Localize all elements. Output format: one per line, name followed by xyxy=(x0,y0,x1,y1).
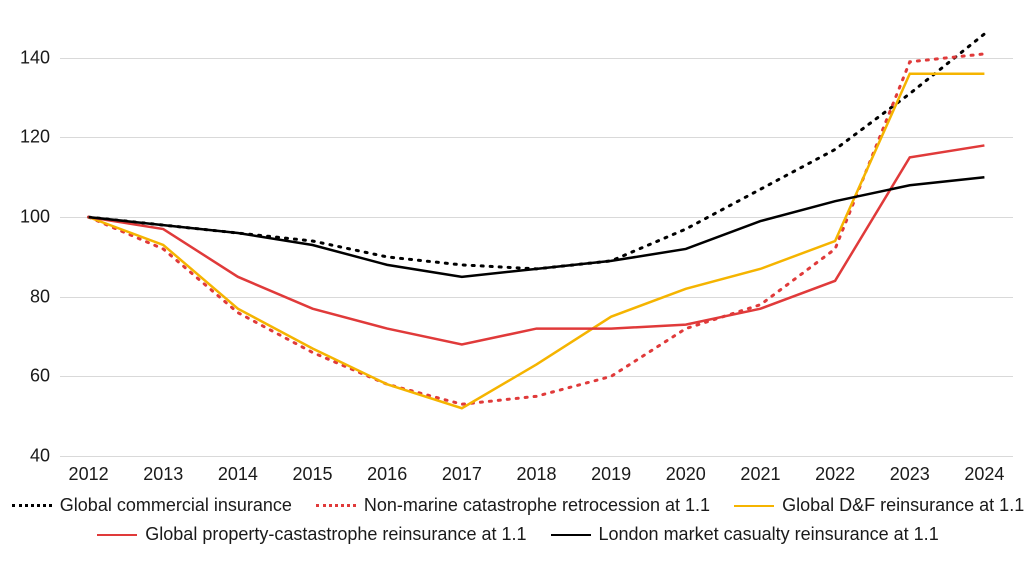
y-tick-label: 60 xyxy=(30,366,60,387)
legend-label: Global property-castastrophe reinsurance… xyxy=(145,524,526,545)
series-layer xyxy=(60,26,1013,456)
x-tick-label: 2012 xyxy=(69,456,109,485)
legend-item-global_prop_cat_reins: Global property-castastrophe reinsurance… xyxy=(97,524,526,545)
line-chart: 40 60 80 100 120 140 2012 2013 2014 2015 2016 2017 2… xyxy=(0,0,1036,572)
x-tick-label: 2023 xyxy=(890,456,930,485)
y-tick-label: 40 xyxy=(30,446,60,467)
legend-swatch xyxy=(734,505,774,507)
series-global_commercial xyxy=(89,34,985,269)
legend-label: Global D&F reinsurance at 1.1 xyxy=(782,495,1024,516)
x-tick-label: 2020 xyxy=(666,456,706,485)
legend-swatch xyxy=(316,504,356,507)
x-tick-label: 2014 xyxy=(218,456,258,485)
x-tick-label: 2017 xyxy=(442,456,482,485)
x-tick-label: 2021 xyxy=(740,456,780,485)
x-tick-label: 2016 xyxy=(367,456,407,485)
series-global_df_reins xyxy=(89,74,985,408)
legend-swatch xyxy=(97,534,137,536)
legend-swatch xyxy=(551,534,591,536)
legend-label: Non-marine catastrophe retrocession at 1… xyxy=(364,495,710,516)
plot-area: 4060801001201402012201320142015201620172… xyxy=(60,26,1013,456)
x-tick-label: 2018 xyxy=(516,456,556,485)
legend-item-london_casualty_reins: London market casualty reinsurance at 1.… xyxy=(551,524,939,545)
series-london_casualty_reins xyxy=(89,177,985,277)
y-tick-label: 140 xyxy=(20,47,60,68)
x-tick-label: 2022 xyxy=(815,456,855,485)
y-tick-label: 100 xyxy=(20,207,60,228)
legend-swatch xyxy=(12,504,52,507)
legend-item-global_df_reins: Global D&F reinsurance at 1.1 xyxy=(734,495,1024,516)
x-tick-label: 2013 xyxy=(143,456,183,485)
legend-label: London market casualty reinsurance at 1.… xyxy=(599,524,939,545)
legend-item-global_commercial: Global commercial insurance xyxy=(12,495,292,516)
y-tick-label: 120 xyxy=(20,127,60,148)
x-tick-label: 2015 xyxy=(293,456,333,485)
legend: Global commercial insurance Non-marine ca… xyxy=(0,495,1036,545)
legend-item-non_marine_cat_retro: Non-marine catastrophe retrocession at 1… xyxy=(316,495,710,516)
series-non_marine_cat_retro xyxy=(89,54,985,404)
series-global_prop_cat_reins xyxy=(89,145,985,344)
y-tick-label: 80 xyxy=(30,286,60,307)
x-tick-label: 2019 xyxy=(591,456,631,485)
legend-label: Global commercial insurance xyxy=(60,495,292,516)
x-tick-label: 2024 xyxy=(964,456,1004,485)
